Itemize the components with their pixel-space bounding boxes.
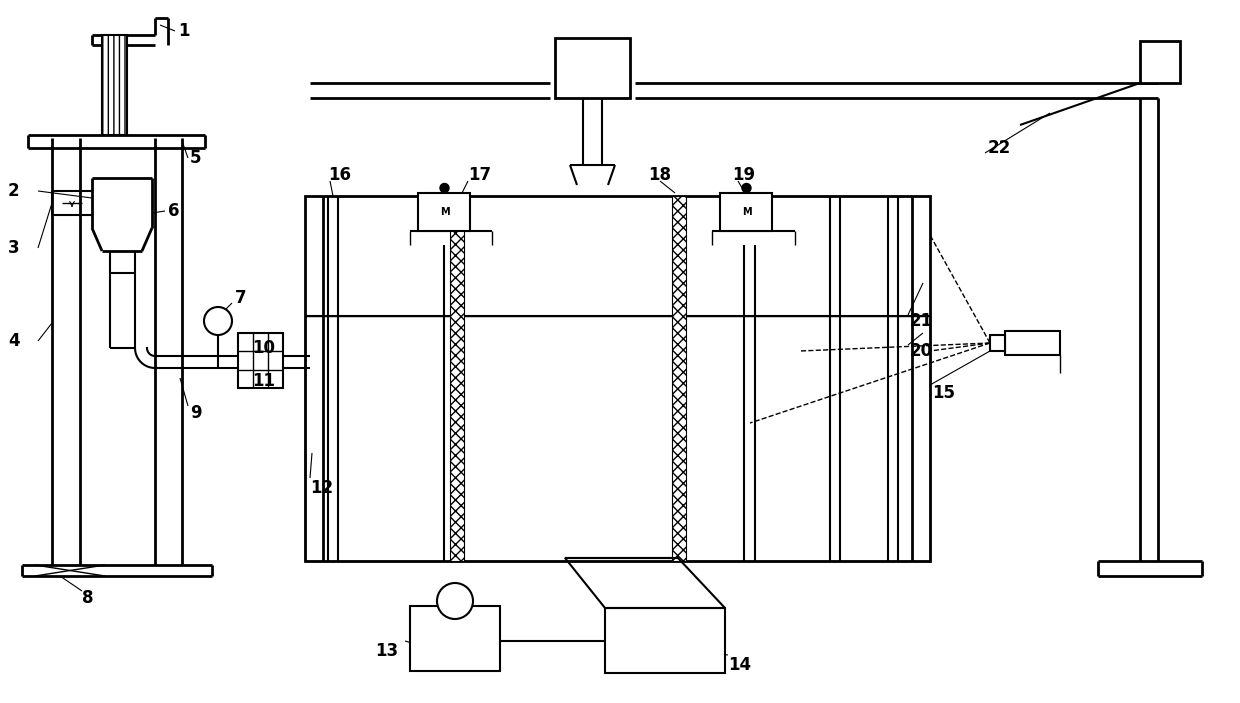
Bar — [238, 333, 283, 388]
Text: 4: 4 — [7, 332, 20, 350]
Text: 2: 2 — [7, 182, 20, 200]
Text: M: M — [440, 207, 449, 217]
Text: 8: 8 — [82, 589, 93, 607]
Bar — [556, 38, 630, 98]
Text: 9: 9 — [190, 404, 202, 422]
Text: 3: 3 — [7, 239, 20, 257]
Text: M: M — [742, 207, 751, 217]
Bar — [672, 196, 686, 561]
Bar — [1004, 331, 1060, 355]
Text: 17: 17 — [467, 166, 491, 184]
Bar — [410, 606, 500, 671]
Text: 22: 22 — [988, 139, 1012, 157]
Bar — [305, 316, 930, 561]
Bar — [102, 35, 126, 135]
Text: 19: 19 — [732, 166, 755, 184]
Bar — [720, 193, 773, 231]
Circle shape — [440, 183, 449, 193]
Text: 10: 10 — [252, 339, 275, 357]
Text: 5: 5 — [190, 149, 201, 167]
Circle shape — [205, 307, 232, 335]
Bar — [418, 193, 470, 231]
Bar — [1140, 41, 1180, 83]
Text: 1: 1 — [179, 22, 190, 40]
Circle shape — [742, 183, 751, 193]
Text: 7: 7 — [236, 289, 247, 307]
Circle shape — [436, 583, 472, 619]
Text: 18: 18 — [649, 166, 671, 184]
Text: 12: 12 — [310, 479, 334, 497]
Text: 6: 6 — [167, 202, 180, 220]
Bar — [990, 335, 1004, 351]
Text: 16: 16 — [329, 166, 351, 184]
Text: 21: 21 — [910, 312, 934, 330]
Bar — [605, 608, 725, 673]
Bar — [305, 196, 930, 561]
Bar — [450, 196, 464, 561]
Text: 11: 11 — [252, 372, 275, 390]
Text: 15: 15 — [932, 384, 955, 402]
Bar — [305, 316, 930, 561]
Text: 13: 13 — [374, 642, 398, 660]
Text: 14: 14 — [728, 656, 751, 674]
Text: 20: 20 — [910, 342, 934, 360]
